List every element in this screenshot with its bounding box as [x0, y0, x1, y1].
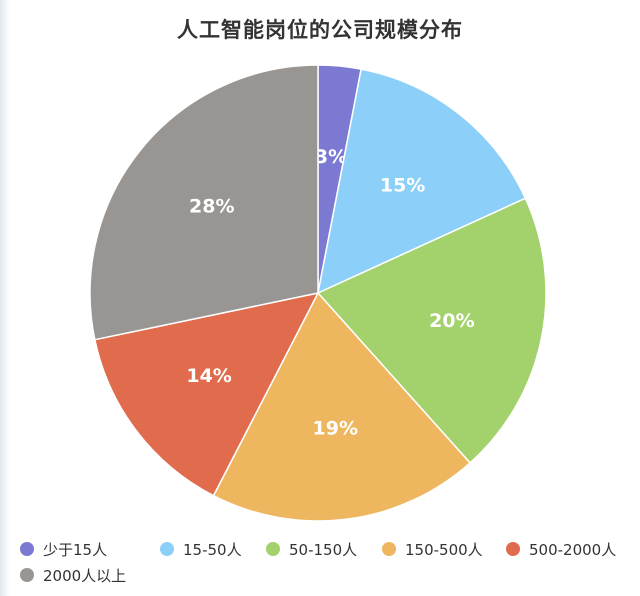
slice-label-over-2000: 28% [189, 196, 234, 218]
pie-slice-500-2000[interactable] [94, 292, 319, 497]
slice-label-50-150: 20% [429, 310, 474, 332]
legend-marker-icon [160, 542, 174, 556]
pie-slice-150-500[interactable] [212, 292, 471, 522]
slice-label-150-500: 19% [313, 418, 358, 440]
legend-marker-icon [20, 568, 34, 582]
pie-slice-over-2000[interactable] [89, 64, 319, 341]
legend-label: 15-50人 [183, 540, 242, 559]
legend-item-50-150[interactable]: 50-150人 [266, 536, 357, 562]
legend-label: 50-150人 [289, 540, 358, 559]
legend-item-150-500[interactable]: 150-500人 [382, 536, 483, 562]
slice-label-under-15: 3% [315, 146, 347, 168]
slice-label-15-50: 15% [380, 175, 425, 197]
legend-item-under-15[interactable]: 少于15人 [20, 536, 107, 562]
slice-label-500-2000: 14% [186, 365, 231, 387]
legend: 少于15人 15-50人 50-150人 150-500人 500-2000人 [20, 536, 635, 588]
pie-slice-50-150[interactable] [317, 197, 547, 464]
legend-marker-icon [382, 542, 396, 556]
legend-label: 少于15人 [43, 540, 108, 559]
legend-row: 少于15人 15-50人 50-150人 150-500人 500-2000人 [20, 536, 635, 562]
legend-item-500-2000[interactable]: 500-2000人 [506, 536, 616, 562]
legend-label: 2000人以上 [43, 566, 127, 585]
left-edge-shadow [0, 0, 10, 596]
legend-item-over-2000[interactable]: 2000人以上 [20, 562, 126, 588]
legend-marker-icon [20, 542, 34, 556]
legend-marker-icon [266, 542, 280, 556]
legend-marker-icon [506, 542, 520, 556]
pie-slice-15-50[interactable] [317, 68, 527, 294]
legend-label: 150-500人 [405, 540, 483, 559]
legend-label: 500-2000人 [529, 540, 617, 559]
legend-item-15-50[interactable]: 15-50人 [160, 536, 242, 562]
chart-title: 人工智能岗位的公司规模分布 [177, 18, 463, 42]
legend-row: 2000人以上 [20, 562, 635, 588]
pie-chart: 3% 15% 20% 19% 14% 28% [89, 64, 547, 522]
